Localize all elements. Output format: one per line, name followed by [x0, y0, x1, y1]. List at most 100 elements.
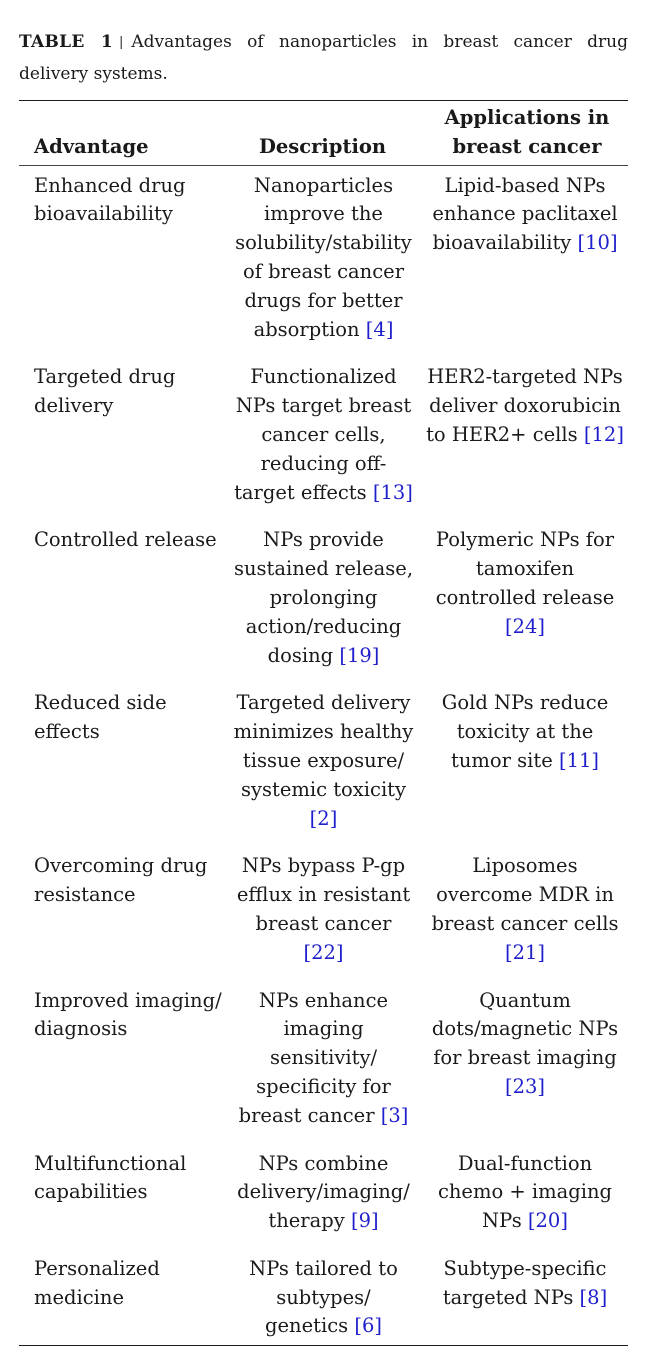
- description-cell: Targeted delivery minimizes healthy tiss…: [227, 683, 418, 846]
- reference-bracket-open: [: [583, 422, 592, 446]
- application-cell-text: Gold NPs reduce toxicity at the tumor si…: [441, 691, 609, 772]
- reference-bracket-open: [: [527, 1209, 536, 1233]
- reference-bracket-open: [: [372, 480, 381, 504]
- application-cell-text: Subtype-specific targeted NPs: [442, 1256, 607, 1309]
- application-reference-link[interactable]: 24: [512, 614, 538, 638]
- table-row: Improved imaging/ diagnosis NPs enhance i…: [19, 981, 628, 1144]
- table-figure: TABLE 1 | Advantages of nanoparticles in b…: [19, 27, 628, 1347]
- reference-bracket-close: ]: [537, 1074, 546, 1098]
- reference-bracket-close: ]: [537, 940, 546, 964]
- reference-bracket-close: ]: [374, 1314, 382, 1338]
- advantage-cell: Multifunctional capabilities: [34, 1151, 187, 1204]
- description-reference-link[interactable]: 2: [317, 806, 330, 830]
- table-row: Overcoming drug resistance NPs bypass P-g…: [19, 846, 628, 980]
- description-reference-link[interactable]: 19: [346, 643, 372, 667]
- reference-bracket-close: ]: [537, 614, 546, 638]
- application-cell: Lipid-based NPs enhance paclitaxel bioav…: [418, 165, 628, 357]
- description-cell: Functionalized NPs target breast cancer …: [227, 357, 418, 520]
- reference-bracket-open: [: [339, 643, 347, 667]
- reference-bracket-open: [: [504, 614, 513, 638]
- description-cell: NPs tailored to subtypes/ genetics [6]: [227, 1249, 418, 1346]
- application-reference-link[interactable]: 12: [591, 422, 617, 446]
- advantage-cell: Improved imaging/ diagnosis: [34, 988, 222, 1041]
- description-reference-link[interactable]: 4: [373, 317, 386, 341]
- reference-bracket-open: [: [303, 940, 312, 964]
- reference-bracket-open: [: [350, 1209, 359, 1233]
- description-cell: NPs enhance imaging sensitivity/ specifi…: [227, 981, 418, 1144]
- application-cell-text: Lipid-based NPs enhance paclitaxel bioav…: [432, 173, 618, 255]
- reference-bracket-open: [: [365, 317, 374, 341]
- application-cell-text: Quantum dots/magnetic NPs for breast ima…: [431, 988, 619, 1070]
- table-row: Reduced side effects Targeted delivery mi…: [19, 683, 628, 846]
- table-label: TABLE 1: [19, 32, 113, 52]
- application-reference-link[interactable]: 8: [587, 1285, 600, 1309]
- application-cell-text: HER2-targeted NPs deliver doxorubicin to…: [426, 365, 623, 446]
- application-cell-text: Liposomes overcome MDR in breast cancer …: [431, 854, 619, 935]
- application-cell: HER2-targeted NPs deliver doxorubicin to…: [418, 357, 628, 520]
- reference-bracket-close: ]: [591, 748, 599, 772]
- description-cell: NPs provide sustained release, prolongin…: [227, 520, 418, 683]
- table-header-row: Advantage Description Applications in br…: [19, 100, 628, 166]
- application-cell: Polymeric NPs for tamoxifen controlled r…: [418, 520, 628, 683]
- description-reference-link[interactable]: 6: [361, 1314, 375, 1338]
- reference-bracket-close: ]: [599, 1285, 608, 1309]
- description-reference-link[interactable]: 13: [380, 480, 406, 504]
- reference-bracket-close: ]: [385, 317, 394, 341]
- table-row: Multifunctional capabilities NPs combine …: [19, 1144, 628, 1249]
- reference-bracket-open: [: [380, 1103, 389, 1127]
- application-cell: Gold NPs reduce toxicity at the tumor si…: [418, 683, 628, 846]
- header-advantage: Advantage: [19, 100, 227, 166]
- table-row: Controlled release NPs provide sustained …: [19, 520, 628, 683]
- description-cell-text: NPs combine delivery/imaging/ therapy: [237, 1151, 410, 1233]
- table-caption: TABLE 1 | Advantages of nanoparticles in b…: [19, 27, 628, 89]
- reference-bracket-close: ]: [371, 1209, 379, 1233]
- header-applications: Applications in breast cancer: [418, 100, 628, 166]
- reference-bracket-open: [: [579, 1285, 588, 1309]
- application-reference-link[interactable]: 21: [512, 940, 538, 964]
- header-description: Description: [227, 100, 418, 166]
- reference-bracket-open: [: [309, 806, 318, 830]
- description-reference-link[interactable]: 3: [388, 1103, 401, 1127]
- table-body: Enhanced drug bioavailability Nanoparticl…: [19, 165, 628, 1346]
- application-cell-text: Polymeric NPs for tamoxifen controlled r…: [435, 528, 615, 609]
- reference-bracket-close: ]: [371, 643, 380, 667]
- description-cell-text: NPs tailored to subtypes/ genetics: [249, 1256, 398, 1338]
- table-row: Targeted drug delivery Functionalized NPs…: [19, 357, 628, 520]
- description-cell-text: Targeted delivery minimizes healthy tiss…: [233, 691, 414, 801]
- application-reference-link[interactable]: 11: [566, 748, 592, 772]
- reference-bracket-open: [: [558, 748, 567, 772]
- advantages-table: Advantage Description Applications in br…: [19, 100, 628, 1347]
- reference-bracket-close: ]: [329, 806, 338, 830]
- advantage-cell: Enhanced drug bioavailability: [34, 173, 186, 226]
- caption-separator: |: [118, 35, 124, 50]
- reference-bracket-open: [: [504, 940, 513, 964]
- application-cell: Dual-function chemo + imaging NPs [20]: [418, 1144, 628, 1249]
- reference-bracket-open: [: [504, 1074, 513, 1098]
- description-cell: NPs combine delivery/imaging/ therapy [9…: [227, 1144, 418, 1249]
- description-cell: Nanoparticles improve the solubility/sta…: [227, 165, 418, 357]
- caption-text: Advantages of nanoparticles in breast ca…: [19, 32, 628, 84]
- application-cell: Subtype-specific targeted NPs [8]: [418, 1249, 628, 1346]
- description-cell-text: NPs enhance imaging sensitivity/ specifi…: [238, 988, 391, 1127]
- application-reference-link[interactable]: 20: [535, 1209, 561, 1233]
- application-reference-link[interactable]: 23: [512, 1074, 538, 1098]
- description-cell-text: Functionalized NPs target breast cancer …: [234, 365, 412, 504]
- reference-bracket-open: [: [354, 1314, 362, 1338]
- application-reference-link[interactable]: 10: [585, 231, 610, 255]
- application-cell: Quantum dots/magnetic NPs for breast ima…: [418, 981, 628, 1144]
- advantage-cell: Personalized medicine: [34, 1256, 160, 1309]
- description-cell-text: Nanoparticles improve the solubility/sta…: [235, 173, 412, 341]
- reference-bracket-open: [: [577, 231, 586, 255]
- description-cell: NPs bypass P-gp efflux in resistant brea…: [227, 846, 418, 980]
- reference-bracket-close: ]: [560, 1209, 568, 1233]
- advantage-cell: Controlled release: [34, 528, 217, 552]
- application-cell: Liposomes overcome MDR in breast cancer …: [418, 846, 628, 980]
- description-reference-link[interactable]: 9: [358, 1209, 371, 1233]
- reference-bracket-close: ]: [335, 940, 344, 964]
- description-cell-text: NPs provide sustained release, prolongin…: [233, 528, 414, 667]
- table-row: Personalized medicine NPs tailored to sub…: [19, 1249, 628, 1346]
- advantage-cell: Targeted drug delivery: [34, 365, 176, 418]
- advantage-cell: Reduced side effects: [34, 691, 167, 744]
- description-reference-link[interactable]: 22: [311, 940, 336, 964]
- reference-bracket-close: ]: [616, 422, 624, 446]
